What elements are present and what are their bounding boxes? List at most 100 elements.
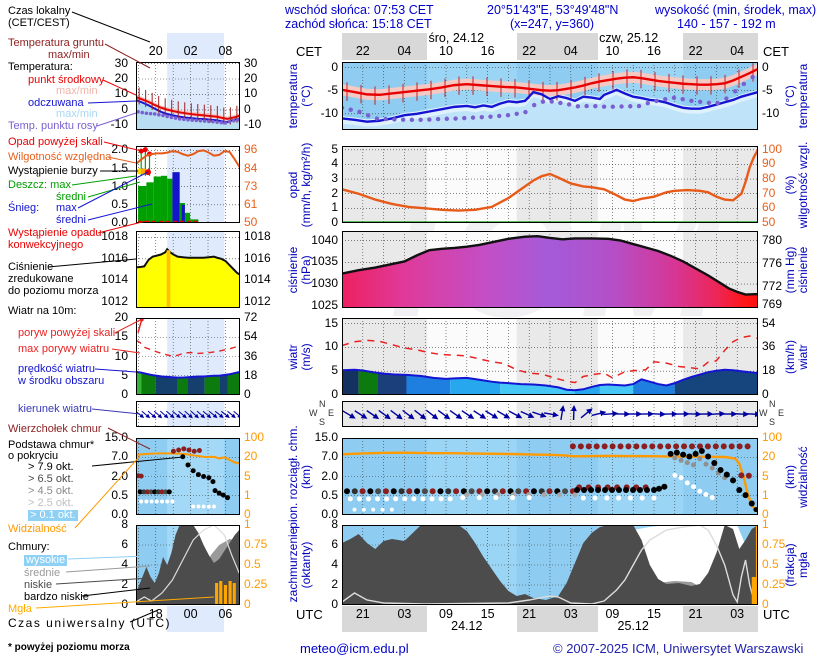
axis-tick-right: 772	[762, 279, 783, 294]
axis-tick-left: 2	[331, 577, 338, 591]
sunrise-time: wschód słońca: 07:53 CET	[285, 3, 434, 17]
compass-e-right: E	[778, 408, 785, 418]
coordinates: 20°51'43"E, 53°49'48"N	[487, 3, 619, 17]
axis-tick-left: 1030	[311, 276, 338, 291]
cet-label-right: CET	[763, 44, 789, 59]
legend-chmury: Chmury:	[8, 541, 50, 553]
legend-okt-01: > 0.1 okt.	[28, 509, 78, 521]
axis-tick-left: 1012	[101, 293, 128, 308]
axis-tick-right: 0	[762, 507, 769, 521]
time-tick-cet: 10	[439, 44, 453, 58]
axis-tick-left: -10	[110, 117, 128, 132]
axis-tick-left: 1025	[311, 297, 338, 312]
axis-tick-right: 30	[244, 55, 258, 70]
axis-tick-left: 0.0	[321, 507, 338, 521]
sunset-time: zachód słońca: 15:18 CET	[285, 17, 432, 31]
mini-strip-band	[167, 606, 225, 632]
axis-tick-left: 5	[331, 363, 338, 378]
axis-tick-left: 0.5	[111, 196, 128, 211]
axis-tick-right: 0.25	[244, 577, 268, 591]
time-tick-utc: 15	[480, 607, 495, 621]
axis-tick-left: 1016	[101, 250, 128, 265]
panel-m-wind	[342, 318, 758, 395]
axis-tick-right: 0	[244, 387, 251, 401]
legend-okt-65: > 6.5 okt.	[28, 473, 74, 485]
axis-tick-right: -5	[762, 82, 773, 97]
axis-tick-right: 70	[762, 185, 776, 200]
axis-tick-right: 60	[762, 200, 776, 215]
axis-tick-left: -10	[320, 105, 338, 120]
axis-tick-left: 0	[331, 59, 338, 74]
legend-opad-skali: Opad powyżej skali	[8, 136, 103, 148]
compass-s-left: S	[319, 417, 326, 427]
axis-tick-left: 0	[331, 597, 338, 611]
axis-tick-right: 100	[762, 141, 783, 156]
axis-tick-right: 5	[244, 468, 251, 483]
legend-wysokie: wysokie	[24, 554, 68, 566]
legend-cisnienie-2: zredukowane	[8, 273, 74, 285]
legend-wierzcholek: Wierzchołek chmur	[8, 423, 102, 435]
legend-poryw: poryw powyżej skali	[18, 327, 116, 339]
cet-label-left: CET	[296, 44, 322, 59]
time-tick-cet: 22	[522, 44, 537, 58]
axis-tick-left: 5	[331, 141, 338, 156]
axis-tick-right: 50	[762, 215, 776, 229]
date-label-bottom: 25.12	[617, 619, 649, 633]
axis-title-left-cloud: zachmurzenie (oktanty)	[286, 527, 313, 603]
legend-snieg-sredni: średni	[56, 214, 86, 226]
axis-strip-band	[683, 606, 758, 632]
compass-s-right: S	[769, 417, 776, 427]
legend-max-porywy: max porywy wiatru	[18, 343, 110, 355]
legend-widzialnosc: Widzialność	[8, 523, 67, 535]
legend-snieg: Śnieg:	[8, 202, 40, 214]
legend-predkosc-2: w środku obszaru	[18, 375, 105, 387]
axis-tick-right: 80	[762, 171, 776, 186]
panel-s-temp	[136, 62, 240, 130]
axis-tick-right: 1018	[244, 229, 271, 244]
axis-tick-right: 1	[762, 487, 769, 502]
legend-punkt-srodkowy: punkt środkowy	[28, 74, 105, 86]
axis-tick-right: 72	[244, 310, 258, 324]
axis-tick-right: 0.5	[244, 557, 261, 571]
axis-tick-left: 1040	[311, 232, 338, 247]
altitude-label: wysokość (min, środek, max)	[655, 3, 817, 17]
axis-tick-right: 10	[244, 86, 258, 101]
footnote: * powyżej poziomu morza	[8, 642, 130, 653]
grid-xy: (x=247, y=360)	[510, 17, 595, 31]
legend-burza: Wystąpienie burzy	[8, 165, 98, 177]
panel-m-pres	[342, 231, 758, 308]
mini-time-tick-top: 08	[218, 44, 233, 58]
time-tick-utc: 03	[730, 607, 745, 621]
axis-strip-band	[342, 33, 428, 60]
axis-tick-left: 0	[331, 387, 338, 401]
panel-s-dir	[136, 401, 240, 427]
axis-tick-right: 0	[762, 597, 769, 611]
legend-maxmin-blue: max/min	[56, 108, 98, 120]
mini-time-tick-top: 02	[183, 44, 198, 58]
legend-czas-utc: Czas uniwersalny (UTC)	[8, 616, 172, 630]
axis-tick-right: 20	[762, 449, 776, 464]
legend-maxmin-red: max/min	[56, 85, 98, 97]
legend-okt-79: > 7.9 okt.	[28, 461, 74, 473]
time-tick-utc: 03	[397, 607, 412, 621]
axis-tick-right: 90	[762, 156, 776, 171]
contact-email-link[interactable]: meteo@icm.edu.pl	[300, 641, 409, 656]
axis-tick-right: 1012	[244, 293, 271, 308]
axis-tick-right: 84	[244, 160, 258, 175]
time-tick-cet: 04	[563, 44, 578, 58]
time-tick-cet: 10	[605, 44, 620, 58]
axis-tick-right: 36	[762, 339, 776, 354]
date-label-top: śro, 24.12	[428, 31, 485, 45]
axis-tick-right: 100	[244, 430, 265, 444]
time-tick-cet: 04	[397, 44, 412, 58]
legend-kierunek: kierunek wiatru	[18, 403, 92, 415]
axis-tick-left: 1.5	[111, 160, 128, 175]
axis-tick-left: 7.0	[321, 449, 338, 464]
axis-tick-right: 0.75	[762, 537, 786, 551]
axis-tick-left: 2	[121, 577, 128, 591]
legend-temp-gruntu-2: max/min	[48, 49, 90, 61]
axis-tick-left: 1014	[101, 272, 128, 287]
axis-tick-right: 1	[244, 517, 251, 531]
time-tick-cet: 04	[730, 44, 745, 58]
